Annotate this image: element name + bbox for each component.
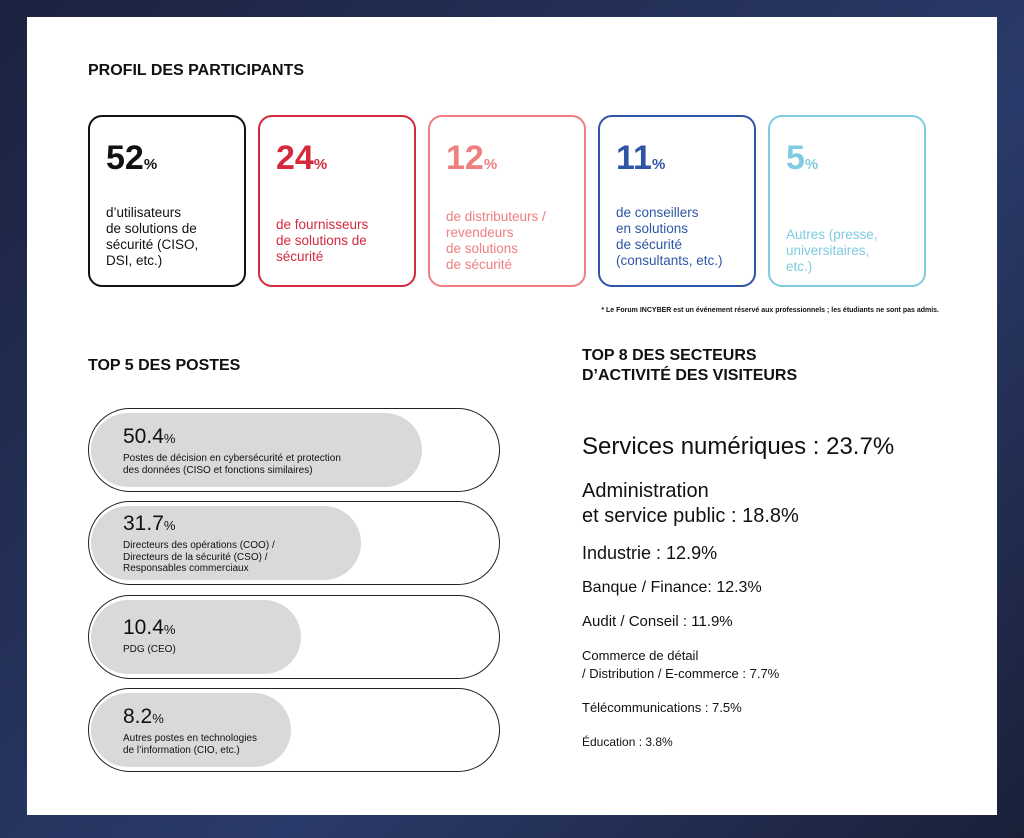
footnote: * Le Forum INCYBER est un événement rése… bbox=[601, 307, 939, 314]
card-text: de distributeurs / revendeurs de solutio… bbox=[446, 209, 546, 272]
unit: % bbox=[163, 622, 176, 637]
value: 10.4 bbox=[123, 616, 164, 639]
card-value: 5% bbox=[786, 139, 818, 178]
unit: % bbox=[143, 156, 158, 173]
card-value: 52% bbox=[106, 139, 157, 178]
sector-item: Télécommunications : 7.5% bbox=[582, 700, 742, 715]
participant-card: 24% de fournisseurs de solutions de sécur… bbox=[258, 115, 416, 287]
unit: % bbox=[804, 156, 819, 173]
pill-fill bbox=[91, 413, 422, 487]
participant-card: 12% de distributeurs / revendeurs de solu… bbox=[428, 115, 586, 287]
pill-fill bbox=[91, 600, 301, 674]
value: 52 bbox=[106, 139, 144, 177]
card-value: 12% bbox=[446, 139, 497, 178]
card-text: de fournisseurs de solutions de sécurité bbox=[276, 217, 369, 264]
poste-pill: 31.7% Directeurs des opérations (COO) / D… bbox=[88, 501, 500, 585]
sector-item: Éducation : 3.8% bbox=[582, 735, 673, 749]
unit: % bbox=[313, 156, 328, 173]
section-title: TOP 8 DES SECTEURS D’ACTIVITÉ DES VISITE… bbox=[582, 347, 798, 384]
participant-card: 11% de conseillers en solutions de sécuri… bbox=[598, 115, 756, 287]
pill-fill bbox=[91, 506, 361, 580]
card-value: 24% bbox=[276, 139, 327, 178]
panel: PROFIL DES PARTICIPANTS 52% d’utilisateur… bbox=[27, 17, 997, 815]
unit: % bbox=[483, 156, 498, 173]
pill-fill bbox=[91, 693, 291, 767]
poste-text: Postes de décision en cybersécurité et p… bbox=[123, 453, 341, 476]
section-title: TOP 5 DES POSTES bbox=[88, 357, 241, 374]
poste-text: Directeurs des opérations (COO) / Direct… bbox=[123, 540, 275, 574]
value: 11 bbox=[616, 139, 652, 177]
sector-item: Commerce de détail / Distribution / E-co… bbox=[582, 648, 780, 681]
section-title: PROFIL DES PARTICIPANTS bbox=[88, 62, 305, 79]
participant-card: 5% Autres (presse, universitaires, etc.) bbox=[768, 115, 926, 287]
card-text: d’utilisateurs de solutions de sécurité … bbox=[106, 205, 199, 268]
unit: % bbox=[163, 431, 176, 446]
card-text: de conseillers en solutions de sécurité … bbox=[616, 205, 723, 268]
poste-pill: 8.2% Autres postes en technologies de l’i… bbox=[88, 688, 500, 772]
sector-item: Services numériques : 23.7% bbox=[582, 433, 895, 460]
poste-value: 50.4% bbox=[123, 425, 175, 449]
poste-text: PDG (CEO) bbox=[123, 644, 176, 655]
participant-card: 52% d’utilisateurs de solutions de sécuri… bbox=[88, 115, 246, 287]
poste-pill: 50.4% Postes de décision en cybersécurité… bbox=[88, 408, 500, 492]
card-text: Autres (presse, universitaires, etc.) bbox=[786, 227, 878, 274]
sector-item: Industrie : 12.9% bbox=[582, 543, 718, 563]
unit: % bbox=[152, 711, 164, 726]
poste-value: 8.2% bbox=[123, 705, 164, 729]
sector-item: Banque / Finance: 12.3% bbox=[582, 579, 762, 596]
value: 12 bbox=[446, 139, 484, 177]
unit: % bbox=[651, 156, 666, 173]
sector-item: Administration et service public : 18.8% bbox=[582, 480, 799, 527]
unit: % bbox=[163, 518, 176, 533]
value: 24 bbox=[276, 139, 314, 177]
sector-item: Audit / Conseil : 11.9% bbox=[582, 613, 733, 630]
poste-pill: 10.4% PDG (CEO) bbox=[88, 595, 500, 679]
card-value: 11% bbox=[616, 139, 665, 178]
poste-text: Autres postes en technologies de l’infor… bbox=[123, 733, 257, 756]
value: 31.7 bbox=[123, 512, 164, 535]
poste-value: 10.4% bbox=[123, 616, 175, 640]
value: 50.4 bbox=[123, 425, 164, 448]
value: 5 bbox=[786, 139, 805, 177]
value: 8.2 bbox=[123, 705, 153, 728]
poste-value: 31.7% bbox=[123, 512, 175, 536]
